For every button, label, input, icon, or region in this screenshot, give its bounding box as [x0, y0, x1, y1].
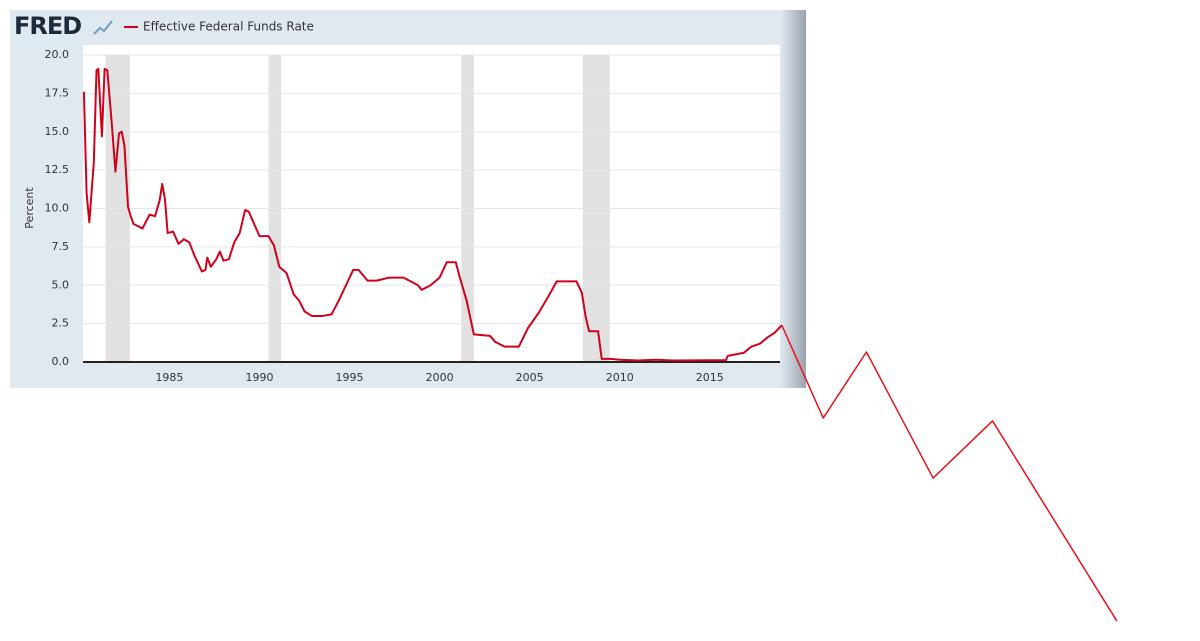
y-tick-label: 20.0: [45, 48, 70, 61]
y-tick-label: 5.0: [52, 278, 70, 291]
y-tick-label: 17.5: [45, 86, 70, 99]
extension-line: [781, 324, 1118, 622]
plot-background: [83, 45, 780, 362]
y-tick-label: 12.5: [45, 163, 70, 176]
x-tick-label: 1995: [336, 371, 364, 384]
y-tick-label: 7.5: [52, 240, 70, 253]
logo-icon: [93, 20, 113, 35]
series-line: [82, 67, 783, 362]
logo: FRED: [14, 12, 81, 40]
y-tick-label: 2.5: [52, 317, 70, 330]
x-tick-label: 2015: [696, 371, 724, 384]
x-tick-label: 2010: [606, 371, 634, 384]
y-tick-label: 10.0: [45, 202, 70, 215]
x-tick-label: 2000: [426, 371, 454, 384]
x-tick-label: 1985: [155, 371, 183, 384]
panel-edge: [780, 10, 806, 388]
y-tick-label: 0.0: [52, 355, 70, 368]
y-tick-label: 15.0: [45, 125, 70, 138]
x-tick-label: 1990: [246, 371, 274, 384]
y-axis-label: Percent: [23, 187, 36, 229]
x-tick-label: 2005: [516, 371, 544, 384]
legend-label: Effective Federal Funds Rate: [143, 20, 314, 34]
